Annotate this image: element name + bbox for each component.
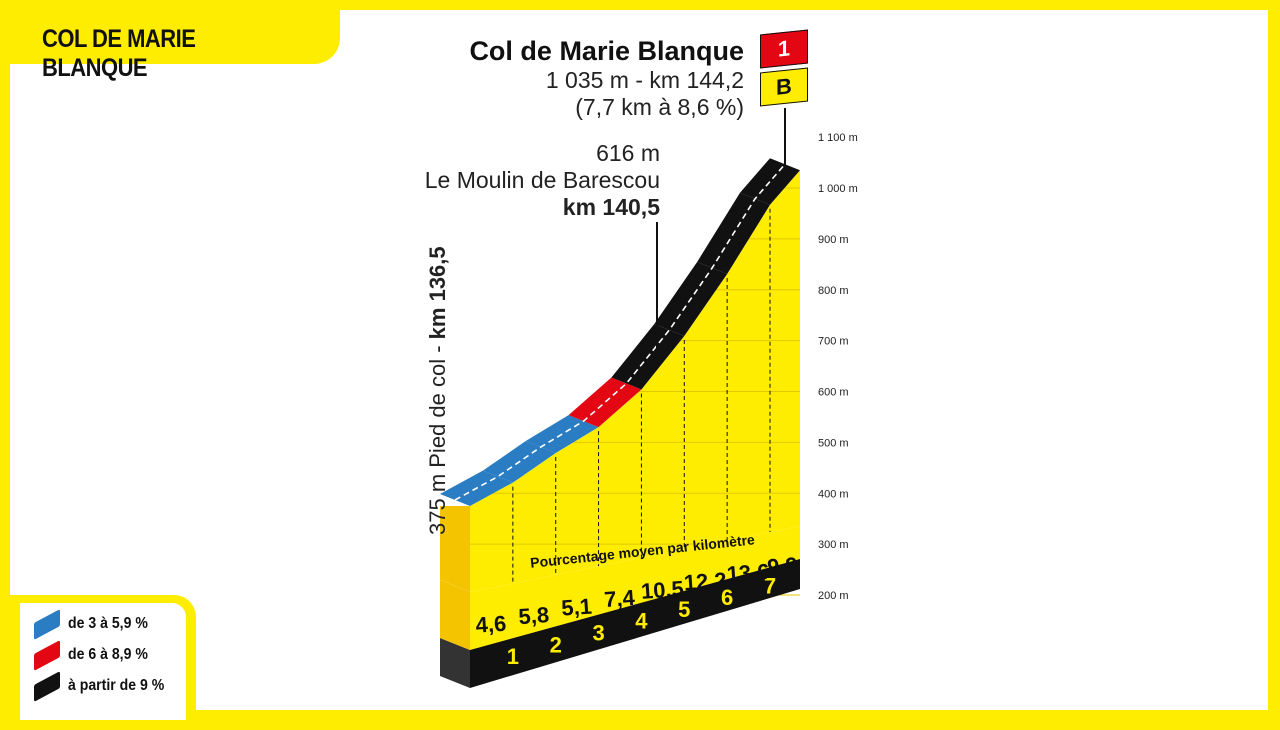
page-title: COL DE MARIE BLANQUE <box>42 25 196 82</box>
y-tick-label: 300 m <box>818 539 849 551</box>
bonus-badge: B <box>760 67 808 107</box>
y-tick-label: 600 m <box>818 387 849 399</box>
band-side-face <box>440 580 470 650</box>
summit-altitude-km: 1 035 m - km 144,2 <box>545 67 744 93</box>
foot-of-climb-label: 375 m Pied de col - km 136,5 <box>425 246 451 535</box>
base-strip-front <box>470 559 800 688</box>
x-tick-label: 5 <box>678 597 690 622</box>
foot-text: 375 m Pied de col - <box>425 339 450 535</box>
y-tick-label: 700 m <box>818 336 849 348</box>
gradient-label: 5,8 <box>518 602 550 629</box>
gradient-label: 13,6 <box>726 559 770 587</box>
y-tick-label: 500 m <box>818 437 849 449</box>
y-tick-label: 1 100 m <box>818 132 858 144</box>
gradient-label: 9,9 <box>766 552 798 579</box>
waypoint-name: Le Moulin de Barescou <box>424 167 660 193</box>
gradient-label: 7,4 <box>603 585 636 612</box>
profile-side-face <box>440 493 470 592</box>
x-tick-label: 7 <box>764 573 776 598</box>
base-strip-side <box>440 638 470 688</box>
summit-pointer-line <box>784 108 786 170</box>
waypoint-km: km 140,5 <box>562 194 660 220</box>
x-tick-label: 6 <box>721 585 733 610</box>
gradient-label: 4,6 <box>475 611 507 638</box>
x-tick-label: 4 <box>635 609 648 634</box>
gradient-label: 12,2 <box>683 567 727 595</box>
y-tick-label: 1 000 m <box>818 183 858 195</box>
y-tick-label: 200 m <box>818 590 849 602</box>
waypoint-pointer-line <box>656 222 658 350</box>
summit-name: Col de Marie Blanque <box>469 36 744 66</box>
legend: de 3 à 5,9 % de 6 à 8,9 % à partir de 9 … <box>10 595 196 730</box>
gradient-label: 10,5 <box>640 576 684 604</box>
x-tick-label: 3 <box>592 621 604 646</box>
gradient-label-band <box>470 526 800 650</box>
legend-label-blue: de 3 à 5,9 % <box>68 615 148 632</box>
y-tick-label: 800 m <box>818 285 849 297</box>
profile-mask <box>430 100 810 506</box>
foot-km: km 136,5 <box>425 246 450 340</box>
legend-label-red: de 6 à 8,9 % <box>68 646 148 663</box>
profile-front-face <box>470 170 800 592</box>
gradient-label: 5,1 <box>560 594 592 621</box>
road-segment <box>568 377 642 428</box>
summit-climb-info: (7,7 km à 8,6 %) <box>575 94 744 120</box>
category-badge: 1 <box>760 29 808 69</box>
y-tick-label: 400 m <box>818 488 849 500</box>
legend-panel: de 3 à 5,9 % de 6 à 8,9 % à partir de 9 … <box>20 603 186 720</box>
x-tick-label: 2 <box>550 632 562 657</box>
title-tab: COL DE MARIE BLANQUE <box>10 10 340 82</box>
x-tick-label: 1 <box>507 644 519 669</box>
legend-label-black: à partir de 9 % <box>68 677 165 694</box>
y-tick-label: 900 m <box>818 234 849 246</box>
waypoint-altitude: 616 m <box>596 140 660 166</box>
